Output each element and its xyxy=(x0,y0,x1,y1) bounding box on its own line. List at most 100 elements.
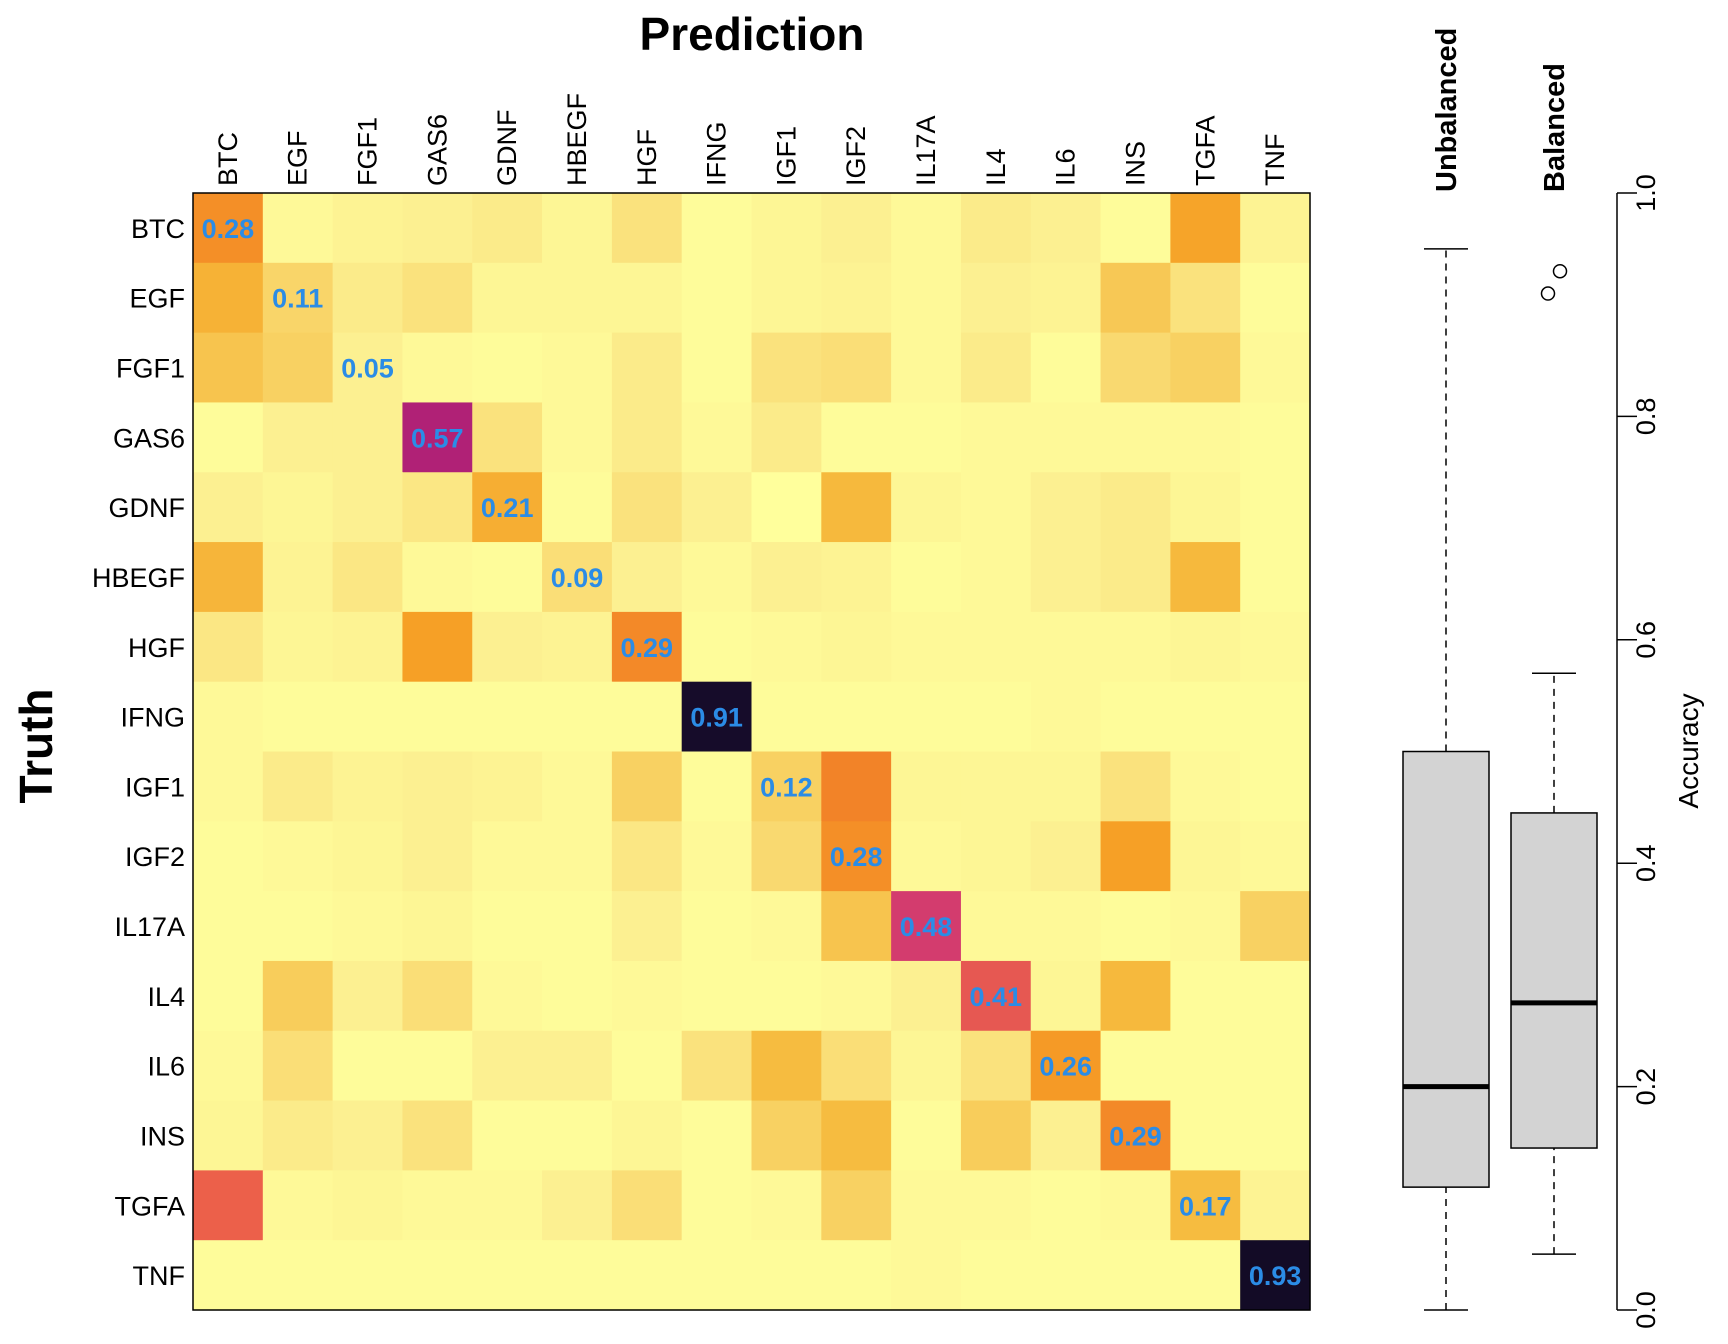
heatmap-cell xyxy=(1030,681,1102,753)
heatmap-cell xyxy=(542,611,613,683)
heatmap-cell xyxy=(751,542,822,613)
diagonal-value-label: 0.29 xyxy=(621,633,674,663)
heatmap-cell xyxy=(751,1030,822,1102)
heatmap-cell xyxy=(891,891,962,962)
heatmap-cell xyxy=(1170,332,1241,404)
heatmap-cell xyxy=(402,891,473,962)
heatmap-cell xyxy=(821,402,892,473)
heatmap-cell xyxy=(891,542,962,613)
heatmap-cell xyxy=(542,960,613,1032)
y-tick-label: BTC xyxy=(131,214,185,244)
heatmap-cell xyxy=(332,821,404,892)
boxplot-ylabel: Accuracy xyxy=(1673,693,1704,808)
y-tick-label: IL4 xyxy=(147,982,185,1012)
heatmap-cell xyxy=(542,472,613,543)
heatmap-cell xyxy=(262,1170,334,1241)
heatmap-cell xyxy=(1240,681,1311,753)
heatmap-cell xyxy=(1170,1030,1241,1102)
y-tick-label: 0.8 xyxy=(1631,398,1661,436)
heatmap-cell xyxy=(262,1240,334,1311)
heatmap-cell xyxy=(332,1170,404,1241)
heatmap-cell xyxy=(751,611,822,683)
heatmap-cell xyxy=(332,960,404,1032)
heatmap-cell xyxy=(960,402,1032,473)
diagonal-value-label: 0.26 xyxy=(1039,1052,1092,1082)
heatmap-cell xyxy=(960,1030,1032,1102)
heatmap-cell xyxy=(472,681,543,753)
y-tick-label: 0.6 xyxy=(1631,621,1661,659)
heatmap-cell xyxy=(193,891,264,962)
group-label-unbalanced: Unbalanced xyxy=(1431,28,1463,192)
heatmap-cell xyxy=(402,611,473,683)
heatmap-cell xyxy=(821,1100,892,1171)
diagonal-value-label: 0.21 xyxy=(481,493,534,523)
heatmap-cell xyxy=(262,821,334,892)
box-unbalanced xyxy=(1402,248,1490,1311)
heatmap-cell xyxy=(1240,542,1311,613)
heatmap-cell xyxy=(960,193,1032,264)
heatmap-cell xyxy=(472,472,543,543)
heatmap-cell xyxy=(960,262,1032,334)
heatmap-cell xyxy=(1030,542,1102,613)
heatmap-cell xyxy=(1170,681,1241,753)
heatmap-cell xyxy=(1100,472,1171,543)
heatmap-cell xyxy=(1240,751,1311,822)
heatmap-cell xyxy=(193,821,264,892)
heatmap-cell xyxy=(402,332,473,404)
y-tick-label: EGF xyxy=(129,284,185,314)
x-tick-label: IL6 xyxy=(1051,148,1081,186)
heatmap-cell xyxy=(681,751,753,822)
heatmap-cell xyxy=(262,402,334,473)
heatmap-cell xyxy=(402,193,473,264)
heatmap-cell xyxy=(262,1100,334,1171)
heatmap-cell xyxy=(891,1030,962,1102)
heatmap-cell xyxy=(402,960,473,1032)
heatmap-cell xyxy=(262,332,334,404)
heatmap-cell xyxy=(1030,472,1102,543)
heatmap-cell xyxy=(1030,1030,1102,1102)
heatmap-cell xyxy=(821,1170,892,1241)
heatmap-cell xyxy=(332,1100,404,1171)
heatmap-cell xyxy=(332,891,404,962)
heatmap-cell xyxy=(1030,1240,1102,1311)
diagonal-value-label: 0.41 xyxy=(970,982,1023,1012)
heatmap-cell xyxy=(1170,193,1241,264)
heatmap-cell xyxy=(1170,960,1241,1032)
heatmap-cell xyxy=(751,1100,822,1171)
heatmap-cell xyxy=(891,262,962,334)
heatmap-cell xyxy=(1240,1100,1311,1171)
heatmap-cell xyxy=(1240,1030,1311,1102)
heatmap-cell xyxy=(681,891,753,962)
heatmap-cell xyxy=(751,1240,822,1311)
heatmap-cell xyxy=(1030,821,1102,892)
heatmap-cell xyxy=(1100,611,1171,683)
heatmap-cell xyxy=(1030,332,1102,404)
heatmap-cell xyxy=(681,402,753,473)
heatmap-cell xyxy=(193,193,264,264)
heatmap-cell xyxy=(960,751,1032,822)
x-tick-label: TNF xyxy=(1260,134,1290,186)
x-tick-label: IGF1 xyxy=(771,126,801,186)
heatmap-cell xyxy=(611,891,683,962)
heatmap-cell xyxy=(821,193,892,264)
x-tick-label: HGF xyxy=(632,129,662,186)
y-tick-label: 1.0 xyxy=(1631,174,1661,212)
heatmap-cell xyxy=(402,1170,473,1241)
heatmap-cell xyxy=(472,542,543,613)
heatmap-cell xyxy=(262,1030,334,1102)
heatmap-cell xyxy=(681,542,753,613)
heatmap-cell xyxy=(262,262,334,334)
y-tick-label: IGF2 xyxy=(125,842,185,872)
heatmap-cell xyxy=(821,472,892,543)
diagonal-value-label: 0.93 xyxy=(1249,1261,1302,1291)
heatmap-cell xyxy=(1170,402,1241,473)
heatmap-cell xyxy=(821,751,892,822)
heatmap-cell xyxy=(1030,1170,1102,1241)
heatmap-diagonal-labels: 0.28 0.11 0.05 0.57 0.21 0.09 0.29 0.91 0.12 0.28… xyxy=(202,214,1302,1291)
heatmap-cell xyxy=(542,402,613,473)
heatmap-cell xyxy=(472,402,543,473)
heatmap-cell xyxy=(681,193,753,264)
heatmap-cell xyxy=(1100,262,1171,334)
heatmap-cell xyxy=(193,542,264,613)
heatmap-cell xyxy=(402,542,473,613)
